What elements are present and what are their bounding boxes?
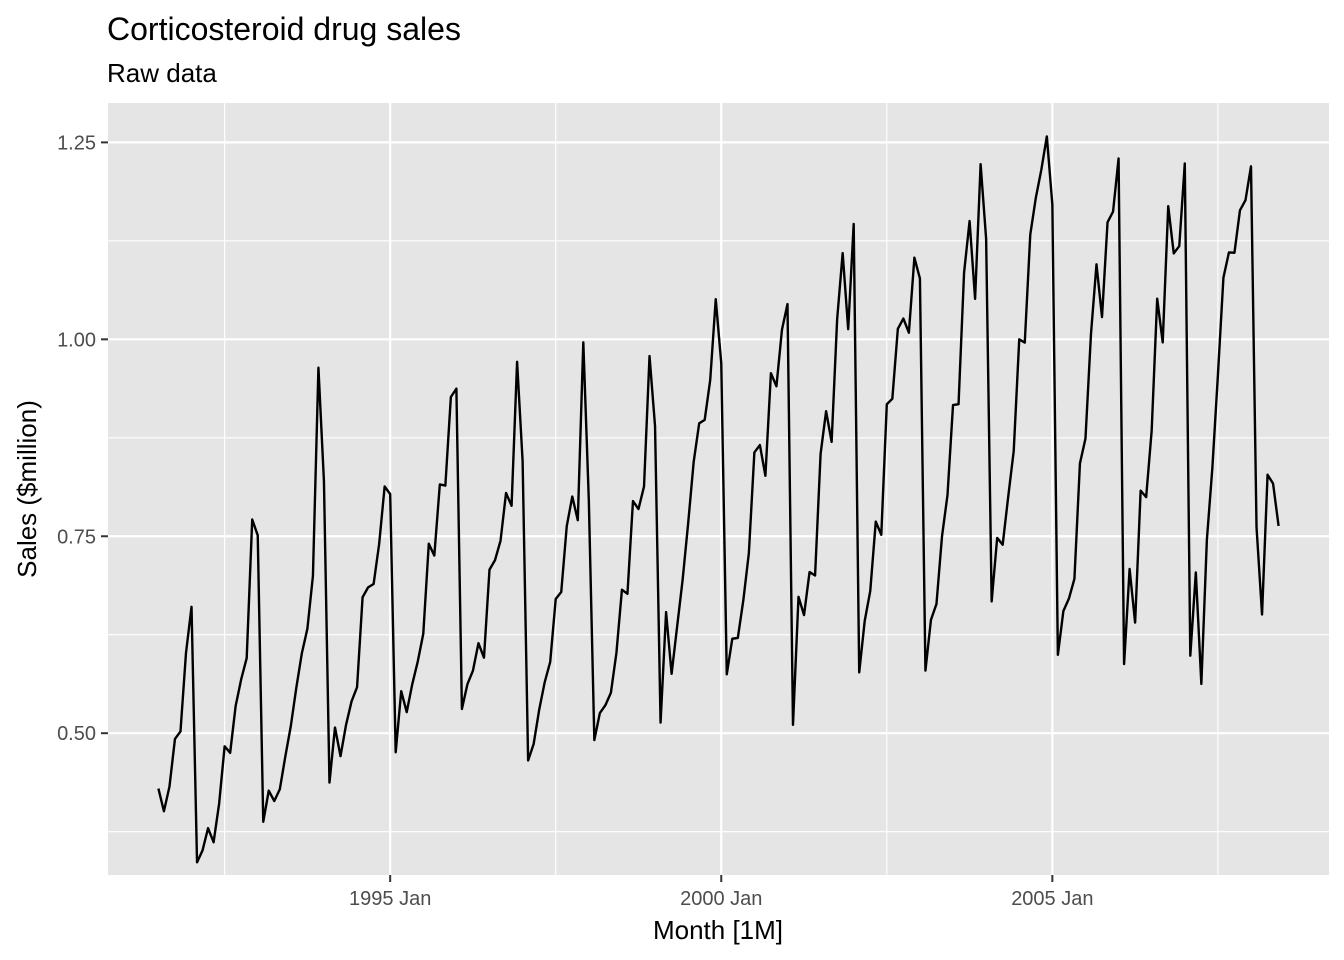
y-tick-label: 0.50 <box>57 723 96 745</box>
chart-subtitle: Raw data <box>107 58 217 88</box>
chart-title: Corticosteroid drug sales <box>107 11 461 47</box>
y-axis-title: Sales ($million) <box>12 400 42 578</box>
y-axis: 0.50 0.75 1.00 1.25 <box>57 132 108 745</box>
y-tick-label: 0.75 <box>57 526 96 548</box>
series-layer <box>157 135 1280 864</box>
x-tick-label: 2000 Jan <box>680 888 762 910</box>
x-tick-label: 2005 Jan <box>1011 888 1093 910</box>
grid-minor <box>108 103 1329 875</box>
x-tick-label: 1995 Jan <box>349 888 431 910</box>
y-tick-label: 1.00 <box>57 329 96 351</box>
plot-panel <box>108 103 1329 875</box>
x-axis: 1995 Jan 2000 Jan 2005 Jan <box>349 875 1093 910</box>
y-tick-label: 1.25 <box>57 132 96 154</box>
series-line-sales <box>157 135 1280 864</box>
x-axis-title: Month [1M] <box>653 915 783 945</box>
